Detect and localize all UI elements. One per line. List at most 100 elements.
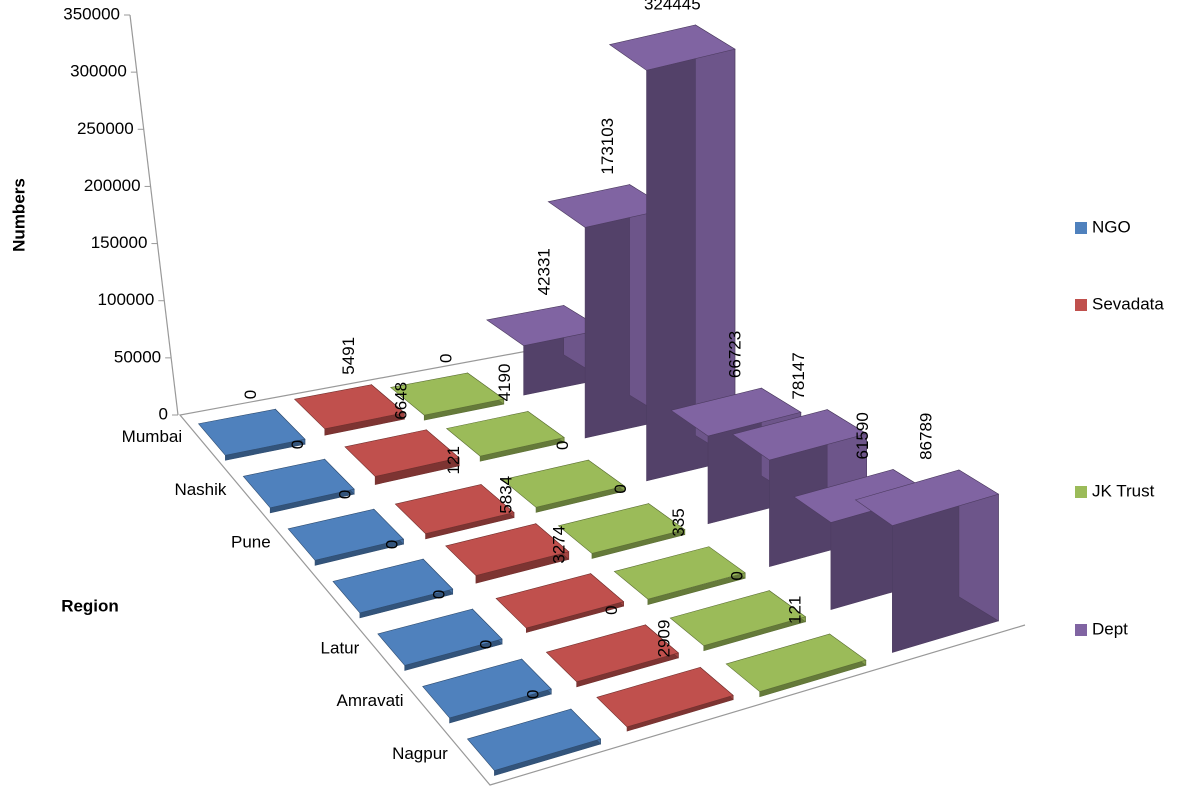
data-label: 0 — [335, 490, 354, 499]
bar — [545, 624, 679, 688]
bar — [608, 24, 736, 482]
legend-swatch — [1075, 222, 1087, 234]
bar-top — [495, 573, 625, 629]
bar — [613, 546, 746, 605]
legend-label: JK Trust — [1092, 481, 1155, 500]
x-axis-title: Region — [61, 596, 119, 615]
bar-top — [466, 708, 602, 771]
bar — [445, 523, 570, 584]
data-label: 0 — [241, 390, 260, 399]
x-tick-label: Mumbai — [122, 427, 182, 446]
data-label: 0 — [523, 690, 542, 699]
bar-top — [445, 411, 565, 457]
legend-label: NGO — [1092, 217, 1131, 236]
x-tick-label: Nagpur — [392, 744, 448, 763]
data-label: 0 — [602, 605, 621, 614]
bar-top — [197, 408, 306, 456]
data-label: 78147 — [789, 352, 808, 399]
bar-top — [608, 24, 736, 71]
bar — [501, 459, 626, 513]
data-label: 0 — [611, 484, 630, 493]
floor-edge — [178, 344, 1026, 786]
y-tick-label: 300000 — [70, 62, 127, 81]
x-tick-label: Pune — [231, 533, 271, 552]
bar — [377, 608, 503, 671]
bar-top — [394, 484, 515, 535]
data-label: 2909 — [654, 620, 673, 658]
x-tick-label: Amravati — [336, 691, 403, 710]
data-label: 335 — [669, 508, 688, 536]
bar — [197, 408, 306, 461]
bar — [495, 572, 625, 633]
bar-top — [670, 387, 802, 437]
bar-top — [501, 459, 626, 508]
bar — [287, 508, 405, 566]
data-label: 6648 — [392, 382, 411, 420]
bar — [422, 658, 552, 724]
y-tick-label: 0 — [159, 404, 168, 423]
bar-top — [669, 590, 807, 647]
bar — [725, 633, 867, 698]
y-tick-label: 50000 — [114, 347, 161, 366]
bar-top — [344, 429, 460, 477]
y-axis-title: Numbers — [9, 178, 28, 252]
data-label: 324445 — [644, 0, 701, 13]
bar — [394, 483, 515, 540]
bar — [242, 458, 355, 514]
bar — [669, 590, 807, 652]
bar-top — [377, 608, 503, 666]
data-label: 61590 — [853, 412, 872, 459]
bar-top — [725, 633, 867, 692]
data-label: 0 — [437, 353, 456, 362]
data-label: 0 — [476, 640, 495, 649]
bar — [557, 502, 686, 559]
bar — [854, 469, 1000, 653]
x-tick-label: Latur — [321, 638, 360, 657]
y-tick-label: 150000 — [91, 233, 148, 252]
data-label: 86789 — [916, 413, 935, 460]
bar-top — [545, 624, 679, 683]
bar — [389, 372, 505, 421]
data-label: 4190 — [495, 364, 514, 402]
bar-top — [557, 503, 686, 554]
bar-top — [389, 372, 505, 416]
bar — [596, 666, 734, 732]
data-label: 0 — [553, 441, 572, 450]
legend-label: Sevadata — [1092, 294, 1164, 313]
data-label: 5491 — [339, 337, 358, 375]
data-label: 3274 — [549, 526, 568, 564]
data-label: 0 — [727, 571, 746, 580]
y-tick-label: 200000 — [84, 176, 141, 195]
legend-swatch — [1075, 299, 1087, 311]
bar-top — [445, 523, 570, 576]
data-label: 121 — [444, 446, 463, 474]
bar-side — [695, 24, 736, 461]
y-tick-label: 250000 — [77, 119, 134, 138]
legend-label: Dept — [1092, 619, 1128, 638]
bar — [293, 384, 406, 436]
bar — [332, 558, 454, 619]
bar-top — [422, 658, 552, 719]
data-label: 66723 — [725, 331, 744, 378]
bar-top — [731, 409, 868, 461]
bar-top — [613, 546, 746, 600]
bar-top — [854, 469, 1000, 526]
legend-swatch — [1075, 624, 1087, 636]
data-label: 0 — [288, 440, 307, 449]
data-label: 173103 — [598, 118, 617, 175]
bar-top — [287, 508, 405, 561]
bar — [445, 410, 565, 462]
data-label: 5834 — [497, 476, 516, 514]
bar-top — [332, 558, 454, 614]
bar-top — [596, 667, 734, 728]
x-tick-label: Nashik — [174, 480, 226, 499]
legend-swatch — [1075, 486, 1087, 498]
y-tick-label: 350000 — [63, 4, 120, 23]
data-label: 0 — [382, 540, 401, 549]
bar-top — [242, 458, 355, 509]
data-label: 121 — [785, 596, 804, 624]
bar — [344, 429, 460, 485]
value-axis — [129, 14, 179, 416]
y-tick-label: 100000 — [98, 290, 155, 309]
bar-top — [293, 384, 406, 430]
